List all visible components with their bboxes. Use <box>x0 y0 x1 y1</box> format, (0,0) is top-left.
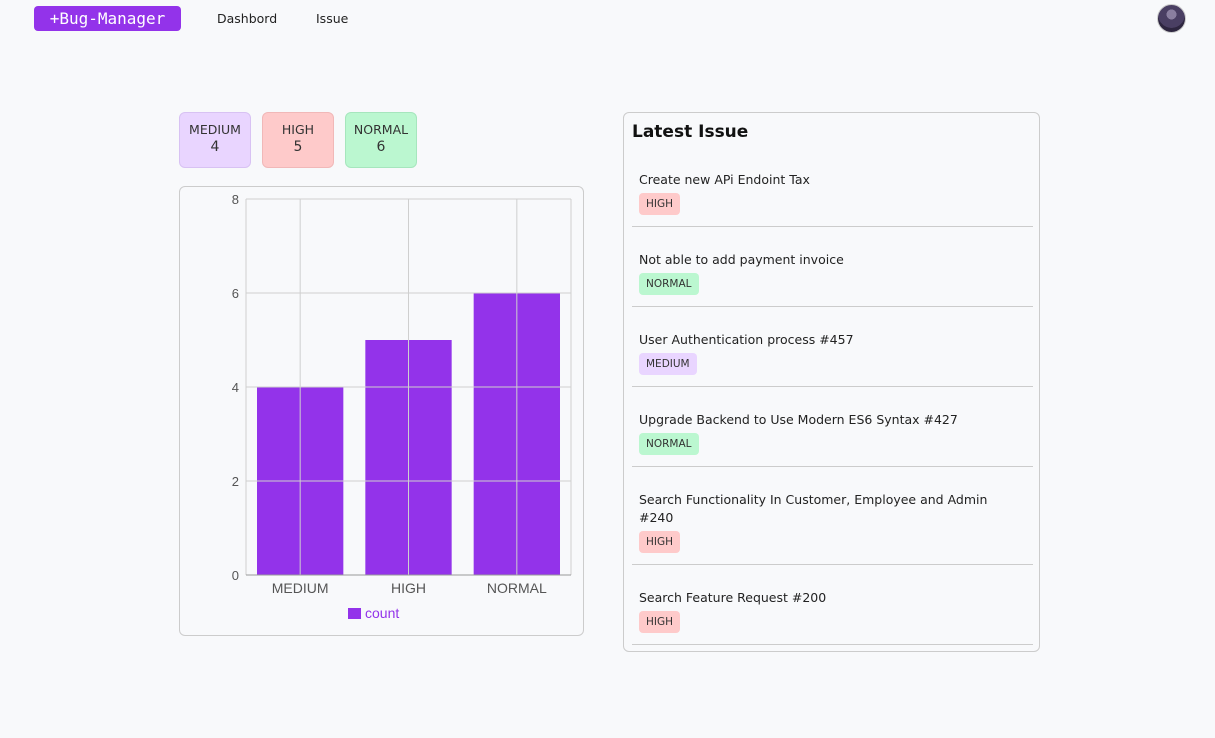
stat-count: 6 <box>376 139 386 155</box>
legend-label: count <box>365 605 399 621</box>
issue-title[interactable]: Search Functionality In Customer, Employ… <box>639 492 988 525</box>
issue-title[interactable]: Upgrade Backend to Use Modern ES6 Syntax… <box>639 412 958 427</box>
nav-link-dashboard[interactable]: Dashbord <box>217 11 278 26</box>
issue-title[interactable]: User Authentication process #457 <box>639 332 854 347</box>
list-item[interactable]: User Authentication process #457 MEDIUM <box>632 331 1033 387</box>
x-tick-label: HIGH <box>391 580 426 596</box>
y-tick-label: 8 <box>232 192 239 207</box>
navbar: +Bug-Manager Dashbord Issue <box>0 0 1215 38</box>
priority-badge: HIGH <box>639 193 681 215</box>
priority-badge: HIGH <box>639 531 681 553</box>
stat-count: 5 <box>293 139 303 155</box>
stat-label: NORMAL <box>353 122 409 137</box>
list-item[interactable]: Not able to add payment invoice NORMAL <box>632 251 1033 307</box>
latest-issues-card: Latest Issue Create new APi Endoint Tax H… <box>623 112 1040 652</box>
stat-count: 4 <box>210 139 220 155</box>
issue-title[interactable]: Not able to add payment invoice <box>639 252 844 267</box>
issue-title[interactable]: Search Feature Request #200 <box>639 590 827 605</box>
y-tick-label: 6 <box>232 286 239 301</box>
list-item[interactable]: Upgrade Backend to Use Modern ES6 Syntax… <box>632 411 1033 467</box>
avatar[interactable] <box>1157 4 1186 33</box>
y-tick-label: 4 <box>232 380 239 395</box>
stat-card-normal: NORMAL 6 <box>345 112 417 168</box>
priority-chart-card: 0 2 4 6 8 MEDIUM HIGH NORMAL count <box>179 186 584 636</box>
stat-card-medium: MEDIUM 4 <box>179 112 251 168</box>
list-item[interactable]: Search Feature Request #200 HIGH <box>632 589 1033 645</box>
priority-badge: NORMAL <box>639 433 699 455</box>
x-tick-label: MEDIUM <box>272 580 329 596</box>
list-item[interactable]: Create new APi Endoint Tax HIGH <box>632 171 1033 227</box>
stat-label: HIGH <box>281 122 315 137</box>
x-tick-label: NORMAL <box>487 580 547 596</box>
priority-badge: HIGH <box>639 611 681 633</box>
app-logo[interactable]: +Bug-Manager <box>34 6 181 31</box>
list-item[interactable]: Search Functionality In Customer, Employ… <box>632 491 1033 565</box>
stat-card-high: HIGH 5 <box>262 112 334 168</box>
priority-badge: NORMAL <box>639 273 699 295</box>
latest-issues-title: Latest Issue <box>632 122 749 142</box>
y-tick-label: 0 <box>232 568 239 583</box>
issue-title[interactable]: Create new APi Endoint Tax <box>639 172 810 187</box>
legend-swatch <box>348 608 361 619</box>
priority-bar-chart: 0 2 4 6 8 MEDIUM HIGH NORMAL count <box>232 192 572 621</box>
y-tick-label: 2 <box>232 474 239 489</box>
priority-badge: MEDIUM <box>639 353 697 375</box>
stat-label: MEDIUM <box>189 122 241 137</box>
nav-link-issue[interactable]: Issue <box>316 11 349 26</box>
